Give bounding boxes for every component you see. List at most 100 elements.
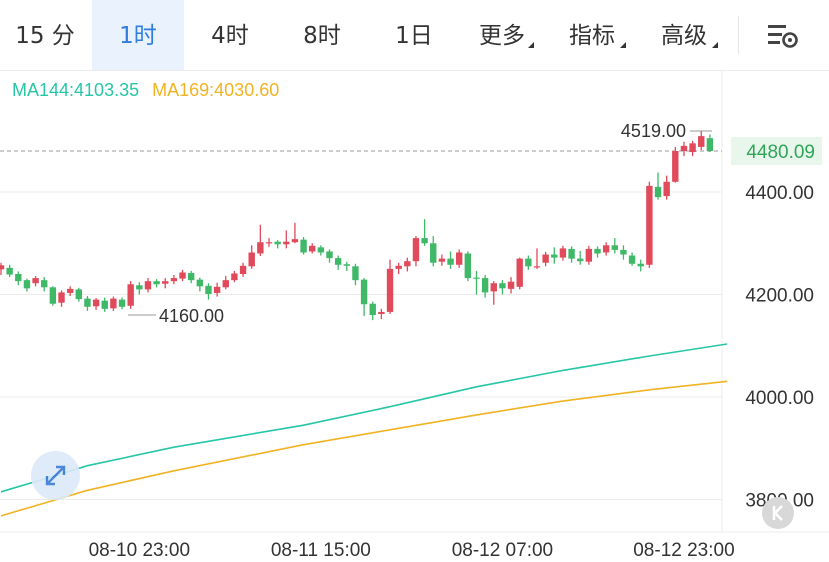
toolbar-divider bbox=[738, 16, 739, 54]
candle-body-47 bbox=[404, 261, 411, 267]
candle-body-5 bbox=[41, 280, 48, 288]
tab-8hour[interactable]: 8时 bbox=[303, 23, 341, 49]
candle-body-32 bbox=[274, 241, 281, 245]
candle-body-46 bbox=[395, 265, 402, 269]
candle-body-77 bbox=[663, 181, 670, 197]
candle-body-49 bbox=[421, 238, 428, 244]
tab-15min[interactable]: 15 分 bbox=[15, 23, 75, 49]
candle-body-71 bbox=[611, 245, 618, 250]
candle-body-19 bbox=[162, 281, 169, 284]
current-price-badge bbox=[731, 136, 822, 165]
tab-advanced[interactable]: 高级 bbox=[661, 23, 707, 49]
ma169-legend: MA169:4030.60 bbox=[152, 80, 280, 100]
candle-body-31 bbox=[265, 242, 273, 244]
expand-icon bbox=[45, 465, 66, 486]
tab-4hour[interactable]: 4时 bbox=[211, 23, 249, 49]
candle-body-11 bbox=[92, 299, 100, 307]
ma-legend: MA144:4103.35 MA169:4030.60 bbox=[12, 80, 287, 101]
candle-body-2 bbox=[15, 274, 22, 282]
tab-1day[interactable]: 1日 bbox=[395, 23, 433, 49]
candle-body-51 bbox=[438, 258, 446, 262]
candle-body-52 bbox=[447, 258, 454, 265]
candle-body-42 bbox=[360, 279, 368, 305]
candle-body-57 bbox=[490, 283, 497, 292]
tab-1hour[interactable]: 1时 bbox=[92, 0, 184, 70]
candle-body-29 bbox=[248, 252, 255, 267]
ma169-line bbox=[0, 380, 728, 517]
candle-body-14 bbox=[118, 299, 126, 307]
candle-body-54 bbox=[464, 253, 472, 279]
candle-body-0 bbox=[0, 265, 5, 270]
candle-body-18 bbox=[153, 281, 160, 285]
candle-body-10 bbox=[84, 298, 91, 307]
candle-body-48 bbox=[412, 238, 420, 262]
candle-body-17 bbox=[144, 281, 152, 290]
k-line-button[interactable] bbox=[762, 497, 794, 529]
y-tick-label-2: 4000.00 bbox=[745, 388, 814, 409]
candle-body-39 bbox=[334, 258, 342, 265]
candle-body-23 bbox=[196, 279, 204, 287]
candle-body-45 bbox=[386, 268, 394, 312]
more-dropdown-icon bbox=[528, 42, 534, 48]
candle-body-66 bbox=[568, 248, 575, 259]
indicators-dropdown-icon bbox=[620, 42, 626, 48]
current-price-label: 4480.09 bbox=[746, 142, 815, 163]
candle-body-70 bbox=[602, 245, 610, 253]
candle-body-9 bbox=[75, 289, 83, 300]
chart-settings-icon[interactable] bbox=[764, 22, 800, 50]
candle-body-73 bbox=[628, 255, 636, 264]
y-tick-label-1: 4200.00 bbox=[745, 286, 814, 307]
candle-body-27 bbox=[231, 273, 238, 281]
candle-body-64 bbox=[551, 254, 558, 258]
candle-body-24 bbox=[205, 285, 212, 294]
candle-body-13 bbox=[110, 298, 117, 309]
candle-body-26 bbox=[222, 280, 229, 288]
candle-body-41 bbox=[352, 266, 359, 281]
candle-body-81 bbox=[698, 136, 705, 147]
candle-body-40 bbox=[343, 264, 350, 266]
candle-body-33 bbox=[283, 241, 290, 245]
candle-body-79 bbox=[680, 145, 688, 151]
candle-body-74 bbox=[637, 263, 644, 267]
candle-body-35 bbox=[300, 239, 307, 253]
interval-toolbar: 15 分 1时 4时 8时 1日 更多 指标 高级 bbox=[0, 0, 829, 71]
candle-body-28 bbox=[239, 265, 247, 274]
candle-body-69 bbox=[594, 248, 601, 254]
x-tick-label-2: 08-12 07:00 bbox=[452, 540, 553, 561]
candle-body-58 bbox=[499, 283, 506, 289]
candle-body-21 bbox=[179, 272, 186, 279]
x-tick-label-3: 08-12 23:00 bbox=[633, 540, 734, 561]
y-tick-label-0: 4400.00 bbox=[745, 183, 814, 204]
low-label: 4160.00 bbox=[159, 306, 224, 326]
candle-body-65 bbox=[559, 248, 567, 258]
candle-body-3 bbox=[23, 280, 31, 289]
candle-body-78 bbox=[672, 151, 679, 182]
candle-body-76 bbox=[654, 186, 662, 198]
candle-body-38 bbox=[326, 251, 333, 259]
candle-body-50 bbox=[430, 243, 437, 263]
candle-body-37 bbox=[317, 247, 325, 253]
candle-body-1 bbox=[6, 267, 13, 275]
k-icon bbox=[772, 505, 783, 521]
candle-body-72 bbox=[620, 249, 627, 255]
candle-body-20 bbox=[170, 278, 178, 282]
candle-body-82 bbox=[706, 138, 714, 151]
candle-body-12 bbox=[101, 300, 108, 309]
fullscreen-button[interactable] bbox=[31, 451, 80, 500]
x-tick-label-1: 08-11 15:00 bbox=[271, 540, 371, 561]
candle-body-63 bbox=[542, 254, 549, 263]
high-label: 4519.00 bbox=[621, 121, 686, 141]
tab-indicators[interactable]: 指标 bbox=[569, 23, 615, 49]
candle-body-8 bbox=[66, 288, 74, 293]
candle-body-43 bbox=[369, 303, 376, 315]
ma144-line bbox=[0, 343, 728, 493]
tab-more[interactable]: 更多 bbox=[479, 23, 525, 49]
candle-body-4 bbox=[32, 278, 39, 284]
candle-body-15 bbox=[127, 284, 134, 306]
candle-body-60 bbox=[516, 258, 523, 287]
candle-body-68 bbox=[585, 248, 593, 262]
candle-body-53 bbox=[455, 252, 463, 265]
candle-body-22 bbox=[187, 272, 195, 281]
candle-body-67 bbox=[577, 258, 584, 262]
